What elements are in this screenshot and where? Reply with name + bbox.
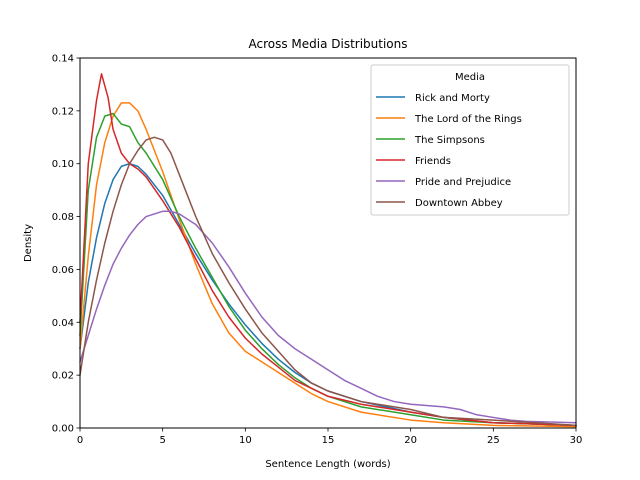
y-tick-label: 0.00	[52, 424, 74, 435]
legend-label: The Lord of the Rings	[414, 114, 522, 125]
y-tick-label: 0.12	[52, 106, 74, 117]
x-tick-label: 15	[322, 435, 335, 446]
series-line-4	[79, 73, 577, 427]
x-tick-label: 0	[77, 435, 83, 446]
legend-label: Pride and Prejudice	[415, 177, 511, 188]
legend-box	[370, 64, 570, 216]
legend-label: Friends	[415, 156, 451, 167]
x-tick-label: 5	[159, 435, 165, 446]
y-tick-label: 0.04	[52, 318, 74, 329]
legend-entries: Rick and Morty The Lord of the Rings The S…	[376, 93, 522, 209]
series-layer	[79, 73, 577, 428]
x-axis-label: Sentence Length (words)	[265, 459, 390, 470]
series-line-6	[79, 136, 577, 427]
legend-label: Rick and Morty	[415, 93, 490, 104]
legend-label: Downtown Abbey	[415, 198, 503, 209]
y-tick-label: 0.08	[52, 212, 74, 223]
series-line-2	[79, 102, 577, 428]
series-line-5	[79, 210, 577, 424]
y-tick-label: 0.06	[52, 265, 74, 276]
x-axis: 0 5 10 15 20 25 30	[77, 428, 583, 446]
legend-title: Media	[455, 72, 485, 83]
y-axis-label: Density	[23, 224, 34, 262]
y-axis: 0.00 0.02 0.04 0.06 0.08 0.10 0.12 0.14	[52, 54, 80, 435]
series-line-3	[79, 112, 577, 427]
y-tick-label: 0.14	[52, 54, 74, 65]
y-tick-label: 0.10	[52, 159, 74, 170]
x-tick-label: 20	[404, 435, 417, 446]
legend: Media Rick and Morty The Lord of the Ring…	[370, 64, 570, 216]
y-tick-label: 0.02	[52, 371, 74, 382]
x-tick-label: 10	[239, 435, 252, 446]
chart-title: Across Media Distributions	[248, 37, 407, 51]
x-tick-label: 25	[487, 435, 500, 446]
legend-label: The Simpsons	[414, 135, 485, 146]
x-tick-label: 30	[570, 435, 583, 446]
